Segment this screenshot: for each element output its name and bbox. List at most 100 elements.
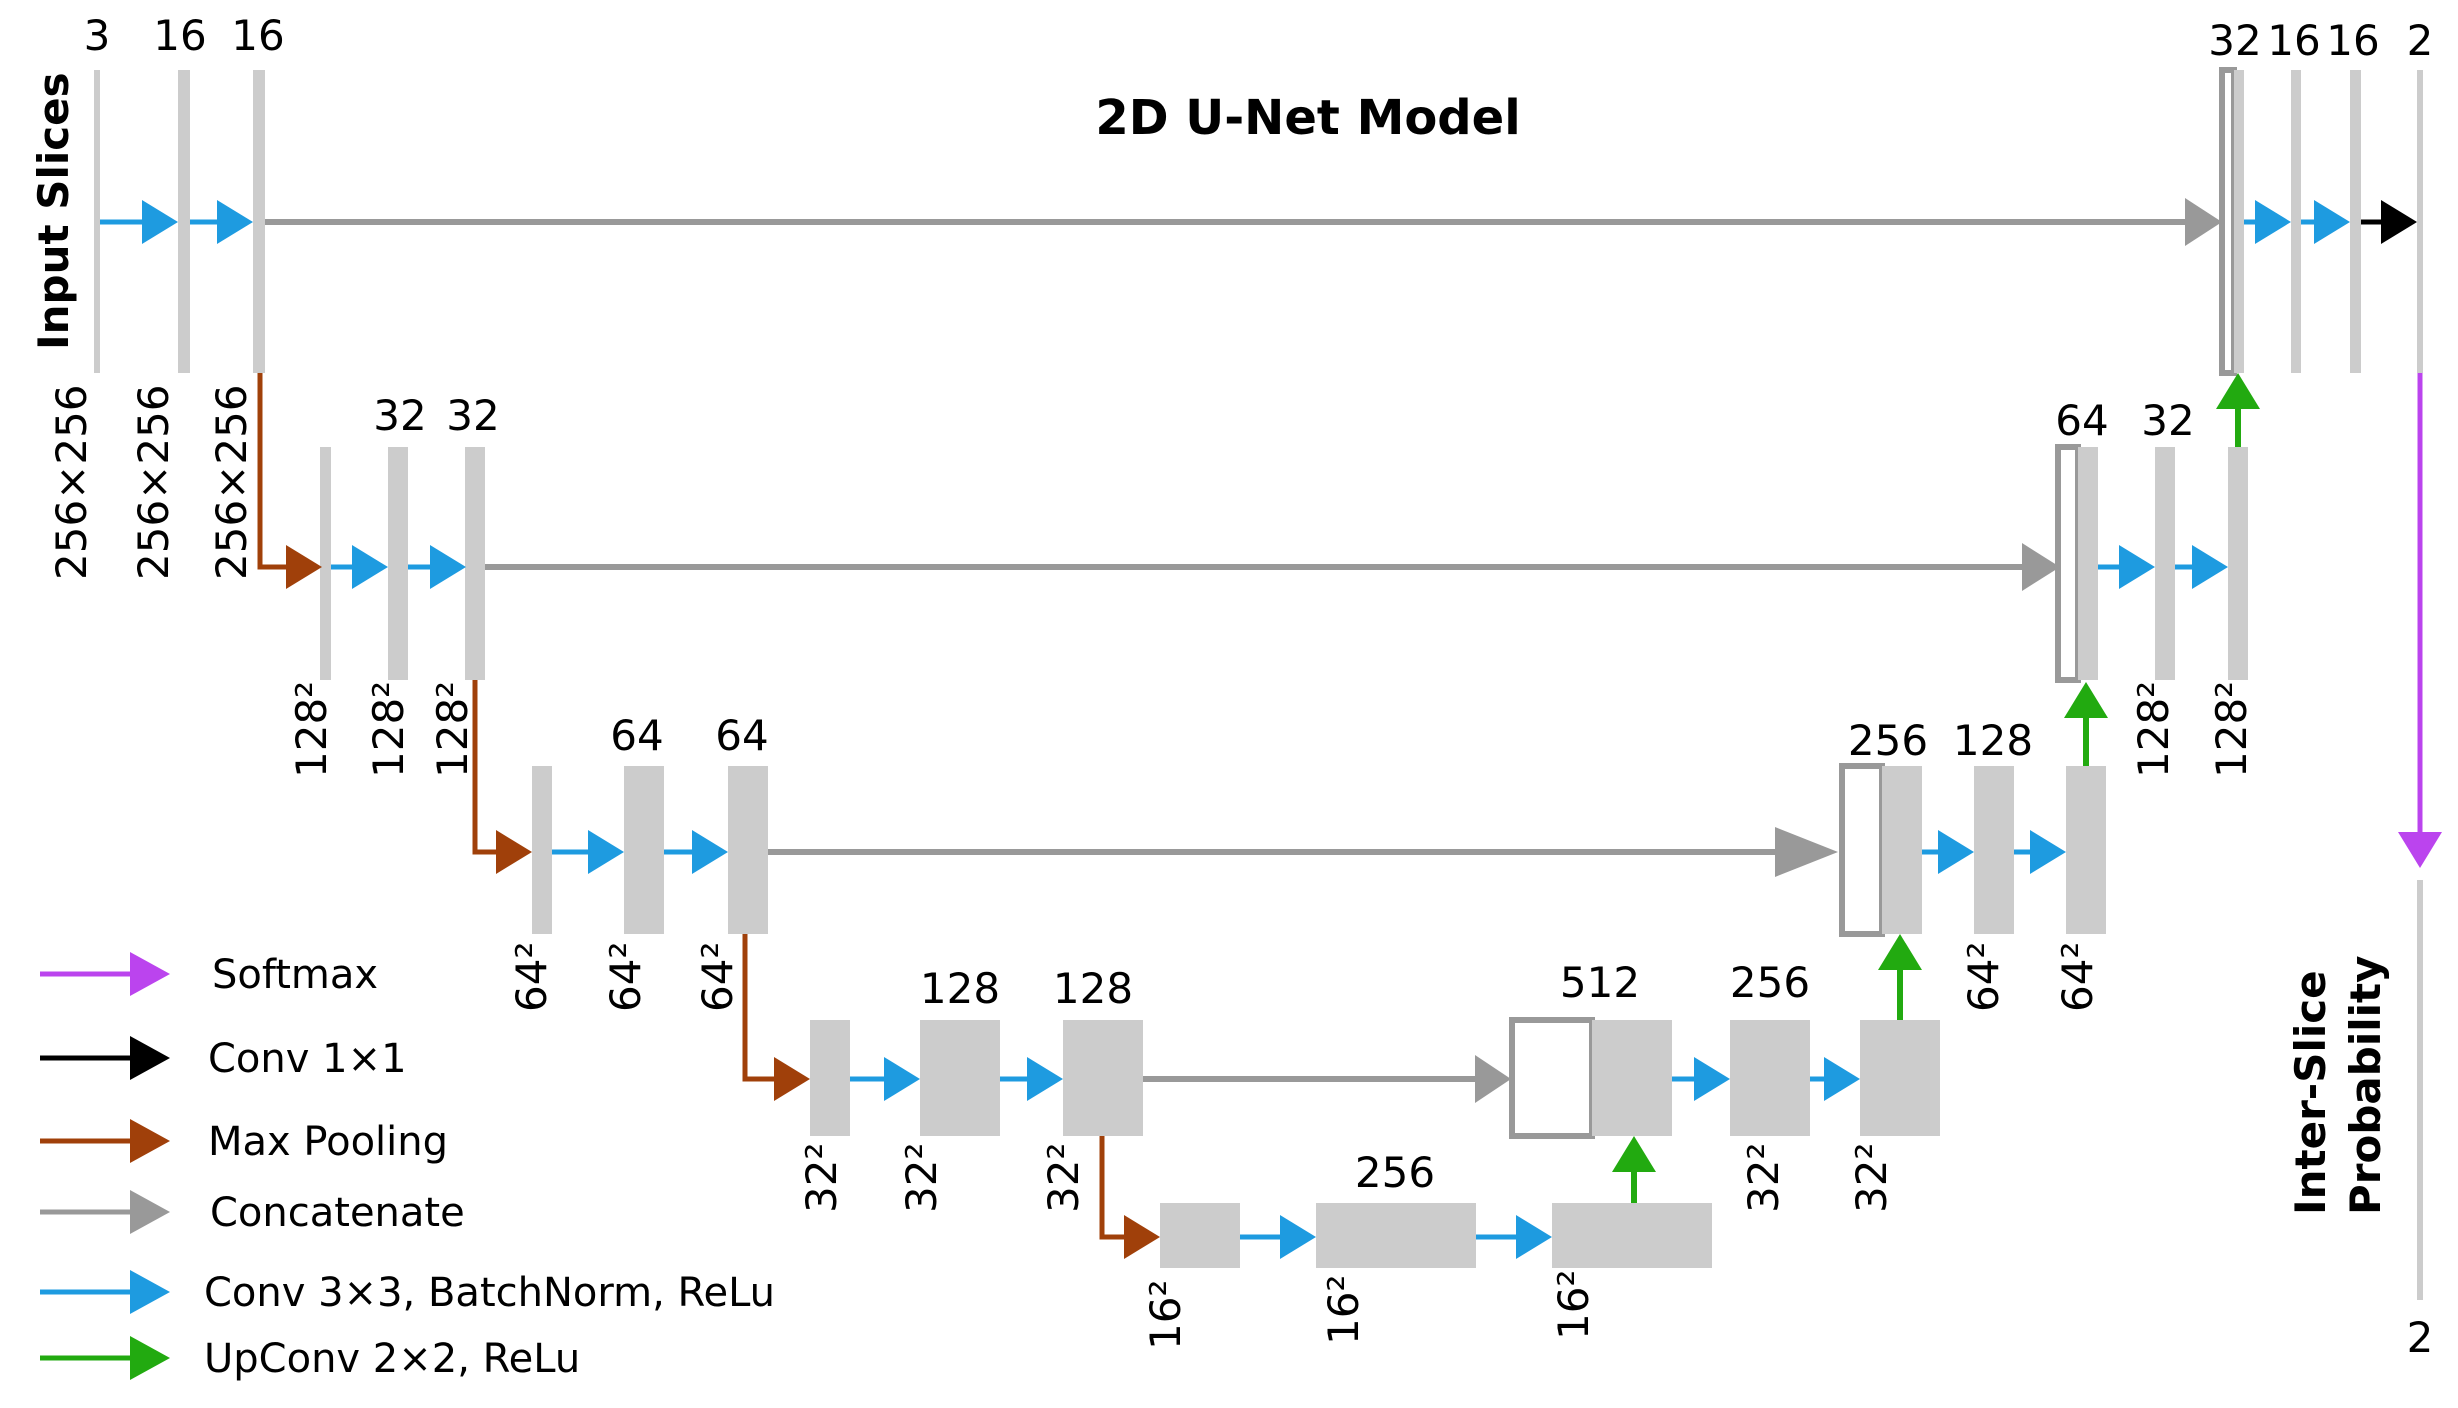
output-label-line2: Probability — [2341, 956, 2390, 1215]
maxpool-arrow — [742, 934, 810, 1101]
concat-skip-box-u2 — [2055, 444, 2081, 683]
channel-label: 32 — [2141, 396, 2194, 445]
maxpool-arrow — [257, 373, 322, 589]
legend-item: UpConv 2×2, ReLu — [40, 1336, 580, 1382]
upconv-arrow — [2064, 682, 2108, 766]
conv3x3-arrow — [2301, 200, 2350, 244]
size-label: 64² — [1959, 942, 2008, 1012]
upconv-arrow — [1612, 1136, 1656, 1203]
conv3x3-arrow — [408, 545, 466, 589]
feature-map-u2-b — [2228, 447, 2248, 680]
concat-skip-box-u3 — [1839, 763, 1885, 937]
legend-label: Max Pooling — [208, 1119, 448, 1165]
feature-map-l1-input — [94, 70, 100, 373]
channel-label: 128 — [920, 964, 1000, 1013]
channel-label: 64 — [610, 711, 663, 760]
feature-map-l3-b — [728, 766, 768, 934]
conv3x3-arrow — [664, 830, 728, 874]
maxpool-arrow — [472, 680, 532, 874]
feature-map-u1-a — [2291, 70, 2301, 373]
feature-map-l5-pool — [1160, 1203, 1240, 1268]
channel-label: 2 — [2407, 1313, 2434, 1362]
channel-label: 16 — [153, 11, 206, 60]
conv3x3-arrow — [1240, 1215, 1316, 1259]
size-label: 64² — [693, 942, 742, 1012]
channel-label: 32 — [373, 391, 426, 440]
size-label: 32² — [897, 1143, 946, 1213]
size-label: 32² — [1739, 1143, 1788, 1213]
conv3x3-arrow — [100, 200, 178, 244]
channel-label: 256 — [1355, 1148, 1435, 1197]
legend-label: Conv 1×1 — [208, 1036, 407, 1082]
feature-map-u3-a — [1974, 766, 2014, 934]
feature-map-l3-pool — [532, 766, 552, 934]
conv3x3-arrow — [1476, 1215, 1552, 1259]
size-label: 256×256 — [129, 384, 178, 580]
feature-map-u1-out — [2417, 70, 2423, 373]
legend-label: Conv 3×3, BatchNorm, ReLu — [204, 1270, 775, 1316]
feature-map-l1-a — [178, 70, 190, 373]
channel-label: 32 — [2208, 16, 2261, 65]
maxpool-arrow — [1099, 1136, 1160, 1259]
channel-label: 64 — [715, 711, 768, 760]
size-label: 16² — [1319, 1275, 1368, 1345]
legend-item: Softmax — [40, 952, 378, 998]
feature-map-u2-a — [2155, 447, 2175, 680]
conv3x3-arrow — [552, 830, 624, 874]
channel-label: 2 — [2407, 16, 2434, 65]
arrow-right-icon — [40, 1336, 170, 1380]
channel-label: 16 — [231, 11, 284, 60]
channel-label: 32 — [446, 391, 499, 440]
concat-skip-box-u1 — [2219, 67, 2237, 376]
conv3x3-arrow — [1810, 1057, 1860, 1101]
concat-arrow — [265, 198, 2222, 246]
diagram-title: 2D U-Net Model — [1095, 90, 1520, 146]
legend-item: Max Pooling — [40, 1119, 448, 1165]
feature-map-u2-up — [2078, 447, 2098, 680]
size-label: 64² — [601, 942, 650, 1012]
legend-label: Concatenate — [210, 1190, 465, 1236]
arrow-right-icon — [40, 1270, 170, 1314]
conv3x3-arrow — [850, 1057, 920, 1101]
channel-label: 128 — [1953, 716, 2033, 765]
size-label: 256×256 — [47, 384, 96, 580]
feature-map-u1-up — [2234, 70, 2244, 373]
feature-map-probability — [2417, 880, 2423, 1300]
legend-label: UpConv 2×2, ReLu — [204, 1336, 580, 1382]
arrow-right-icon — [40, 952, 170, 996]
size-label: 16² — [1141, 1280, 1190, 1350]
feature-map-l3-a — [624, 766, 664, 934]
size-label: 32² — [797, 1143, 846, 1213]
feature-map-u1-b — [2350, 70, 2361, 373]
channel-label: 256 — [1848, 716, 1928, 765]
size-label: 128² — [2129, 681, 2178, 778]
legend: Softmax Conv 1×1 Max Pooling Concatenate Con… — [40, 952, 775, 1382]
size-label: 64² — [507, 942, 556, 1012]
conv3x3-arrow — [2014, 830, 2066, 874]
legend-item: Concatenate — [40, 1190, 465, 1236]
feature-map-l2-a — [388, 447, 408, 680]
arrow-right-icon — [40, 1190, 170, 1234]
channel-label: 256 — [1730, 958, 1810, 1007]
conv3x3-arrow — [331, 545, 388, 589]
output-label-line1: Inter-Slice — [2286, 970, 2335, 1215]
conv3x3-arrow — [1672, 1057, 1730, 1101]
legend-item: Conv 1×1 — [40, 1036, 407, 1082]
softmax-arrow — [2398, 373, 2442, 868]
conv3x3-arrow — [2098, 545, 2155, 589]
legend-label: Softmax — [212, 952, 378, 998]
feature-map-l4-b — [1063, 1020, 1143, 1136]
concat-arrow — [485, 543, 2060, 591]
channel-label: 128 — [1053, 964, 1133, 1013]
channel-label: 64 — [2055, 396, 2108, 445]
conv3x3-arrow — [2244, 200, 2291, 244]
size-label: 128² — [287, 681, 336, 778]
conv3x3-arrow — [1000, 1057, 1063, 1101]
size-label: 16² — [1549, 1270, 1598, 1340]
size-label: 32² — [1847, 1143, 1896, 1213]
size-label: 64² — [2053, 942, 2102, 1012]
conv3x3-arrow — [2175, 545, 2228, 589]
feature-map-l4-pool — [810, 1020, 850, 1136]
size-label: 32² — [1039, 1143, 1088, 1213]
conv1x1-arrow — [2361, 200, 2417, 244]
